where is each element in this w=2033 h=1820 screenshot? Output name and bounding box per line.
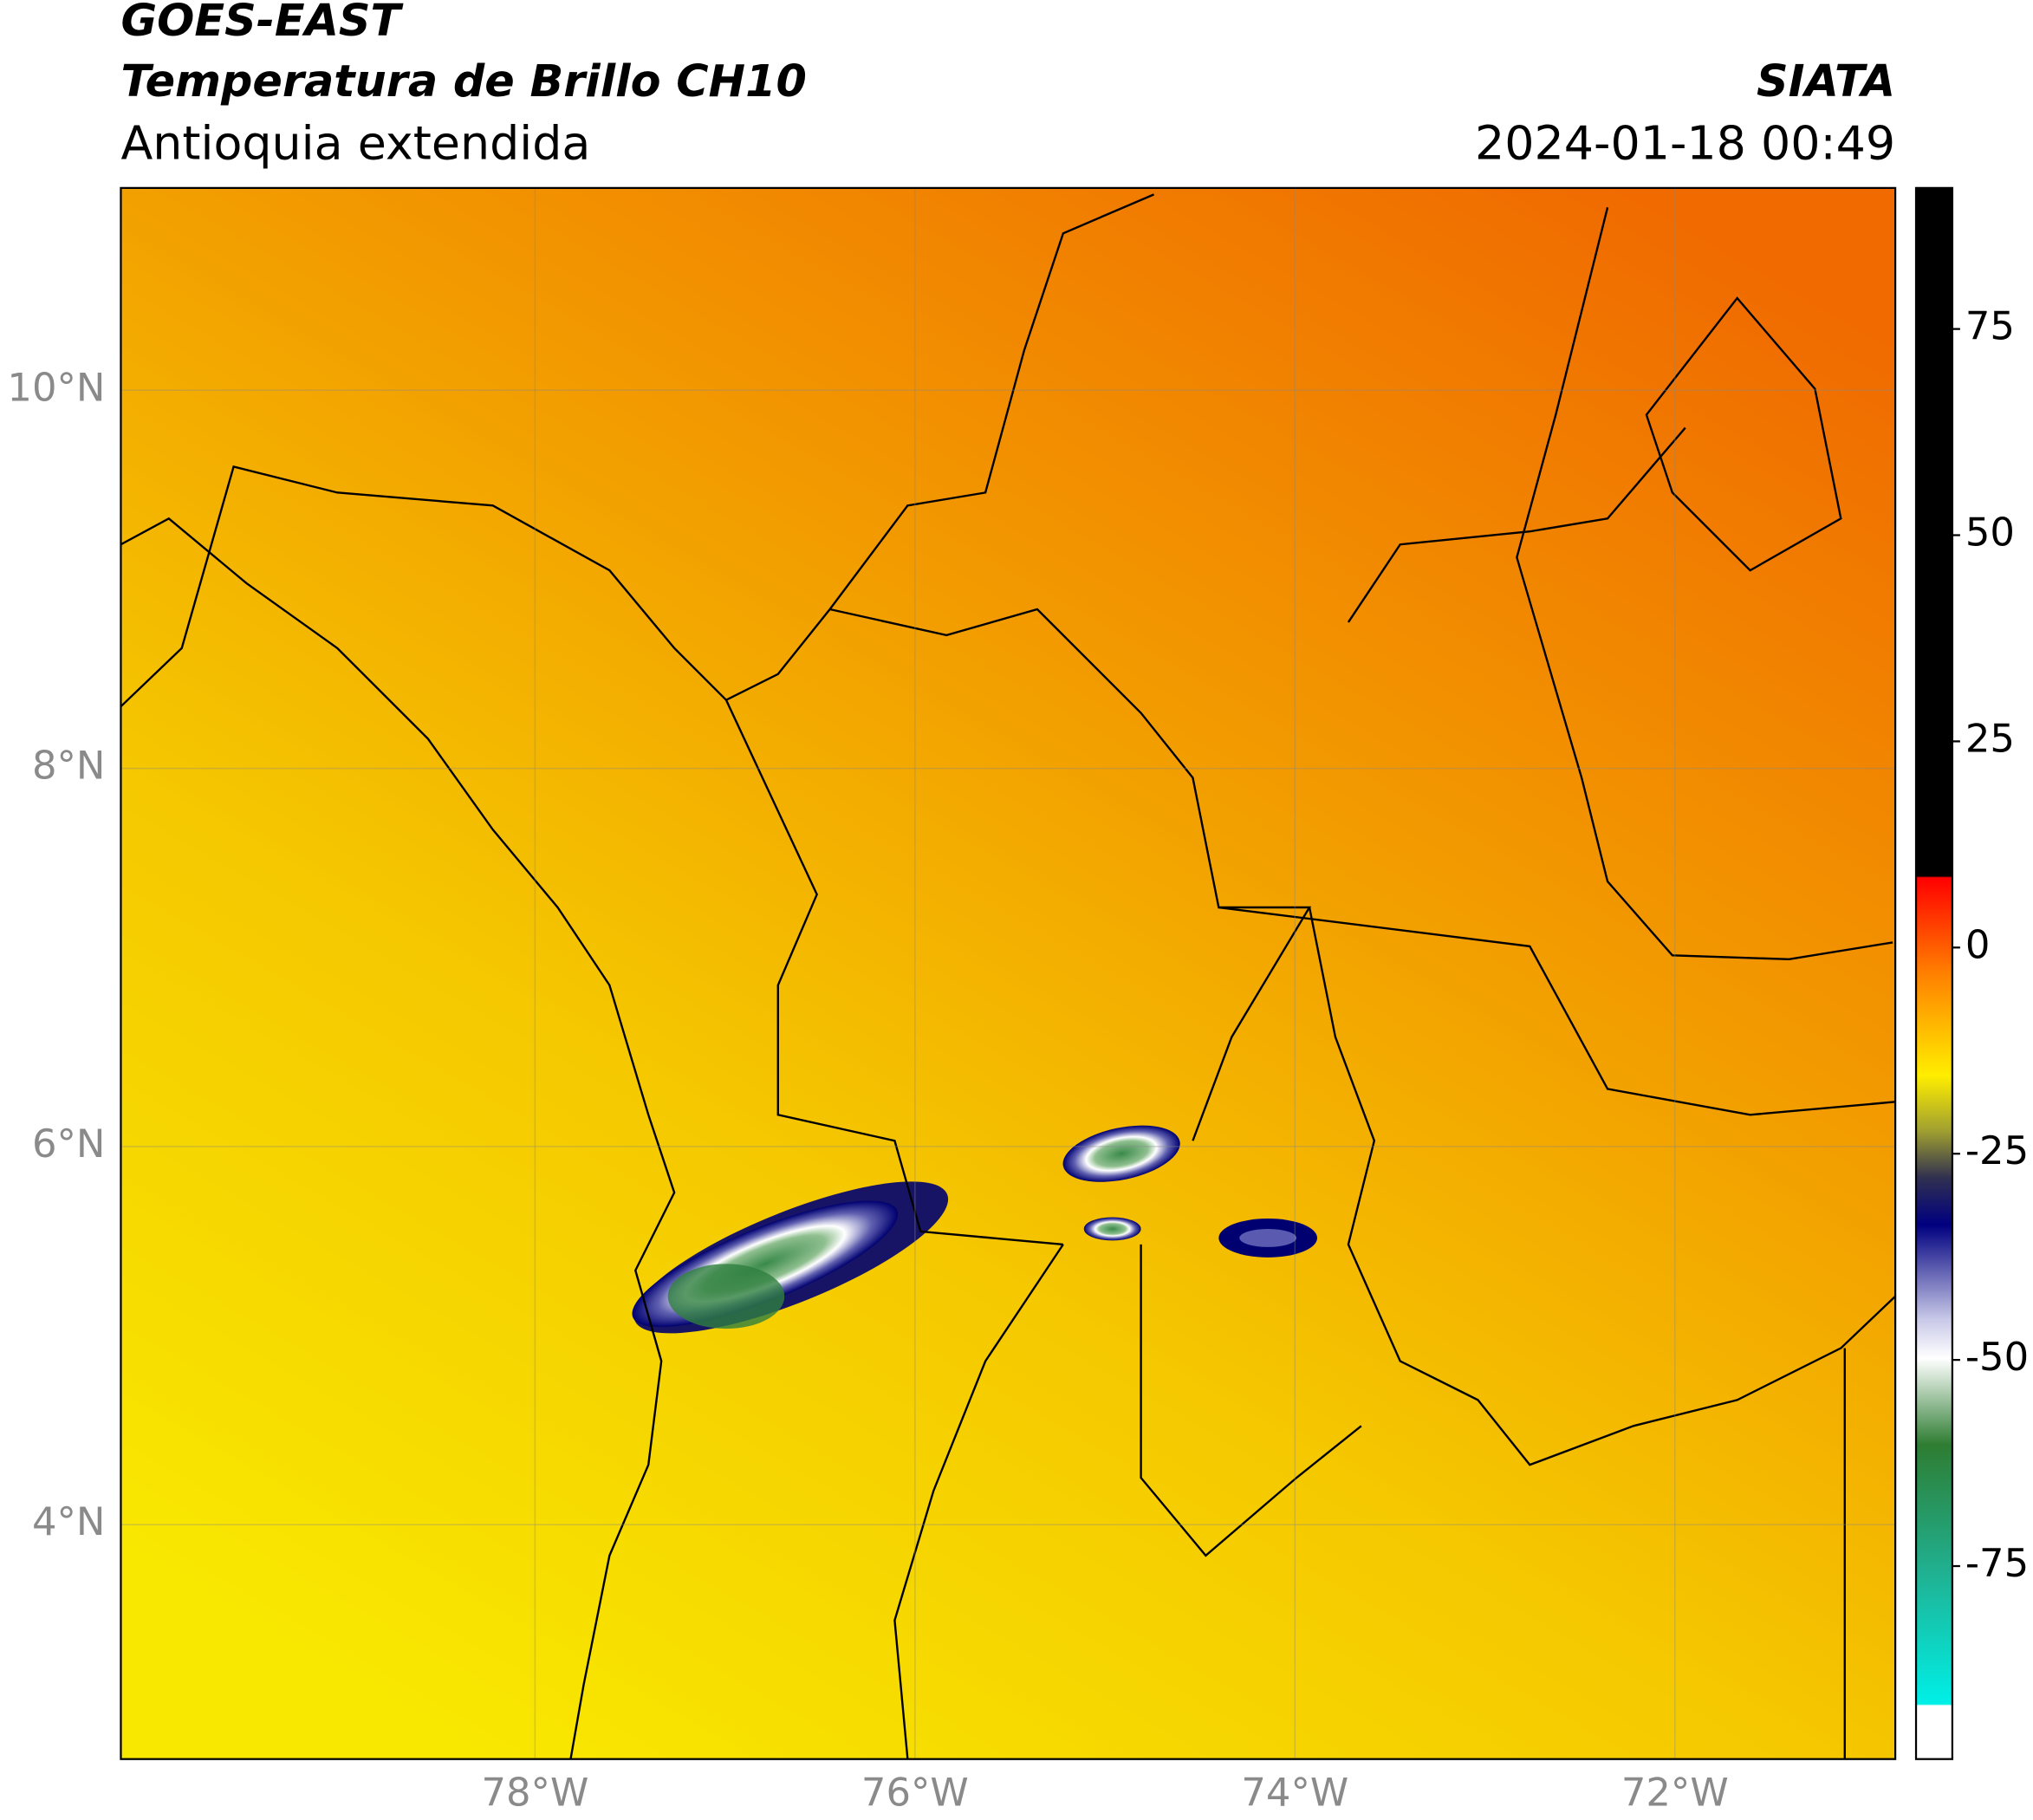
colorbar-tick-label: 25 bbox=[1965, 715, 2015, 761]
x-tick-label: 72°W bbox=[1621, 1770, 1729, 1816]
colorbar-tick-label: -25 bbox=[1965, 1128, 2029, 1173]
title: GOES-EAST bbox=[120, 0, 404, 46]
y-tick-label: 6°N bbox=[32, 1121, 106, 1167]
y-tick-label: 4°N bbox=[32, 1498, 106, 1544]
y-tick-label: 8°N bbox=[32, 743, 106, 789]
colorbar-tick-label: -50 bbox=[1965, 1334, 2029, 1380]
y-tick-label: 10°N bbox=[7, 364, 105, 410]
region: Antioquia extendida bbox=[120, 116, 590, 171]
x-tick-label: 74°W bbox=[1241, 1770, 1348, 1816]
source: SIATA bbox=[1757, 55, 1895, 107]
colorbar-tick-label: 75 bbox=[1965, 303, 2015, 349]
timestamp: 2024-01-18 00:49 bbox=[1475, 116, 1895, 171]
map-image bbox=[120, 187, 1896, 1759]
map-frame bbox=[120, 186, 1897, 1760]
colorbar-tick-label: -75 bbox=[1965, 1540, 2029, 1586]
x-tick-label: 78°W bbox=[481, 1770, 588, 1816]
colorbar-tick-label: 0 bbox=[1965, 921, 1991, 967]
colorbar bbox=[1914, 186, 1954, 1760]
x-tick-label: 76°W bbox=[861, 1770, 969, 1816]
subtitle: Temperatura de Brillo CH10 bbox=[120, 55, 806, 107]
colorbar-tick-label: 50 bbox=[1965, 510, 2015, 556]
